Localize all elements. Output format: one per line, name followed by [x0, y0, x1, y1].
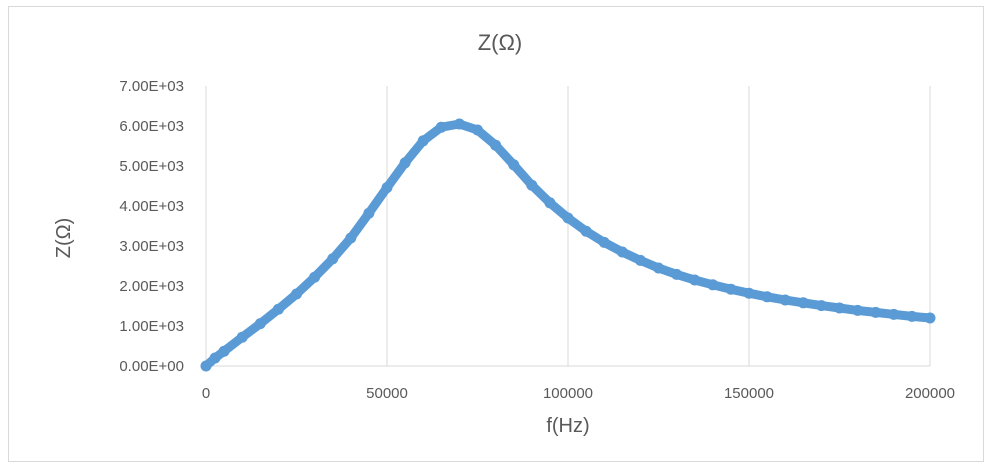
data-point [598, 236, 610, 248]
y-axis-title: Z(Ω) [53, 218, 75, 259]
data-point [653, 262, 664, 274]
data-point [472, 124, 483, 136]
x-tick-labels: 0 50000 100000 150000 200000 [202, 385, 955, 402]
data-point [580, 225, 592, 237]
y-tick-labels: 0.00E+00 1.00E+03 2.00E+03 3.00E+03 4.00E+03… [119, 78, 184, 375]
data-point [291, 288, 302, 300]
y-tick-label: 7.00E+03 [119, 78, 184, 95]
data-point [363, 207, 375, 219]
data-point [218, 345, 230, 357]
data-point [634, 254, 646, 266]
data-point [924, 312, 936, 324]
data-point [309, 271, 321, 283]
data-point [689, 274, 701, 286]
data-point [490, 139, 502, 151]
data-point [797, 297, 809, 309]
data-point [544, 197, 556, 209]
data-point [399, 157, 411, 169]
data-point [870, 306, 882, 318]
data-point [453, 118, 465, 130]
data-point [236, 331, 248, 343]
data-point [381, 182, 393, 194]
data-point [906, 310, 918, 322]
y-tick-label: 5.00E+03 [119, 158, 184, 175]
data-point [526, 179, 538, 191]
data-point [345, 232, 357, 244]
data-point [209, 352, 221, 364]
axes [205, 86, 930, 367]
y-tick-label: 0.00E+00 [119, 358, 184, 375]
data-point [327, 253, 339, 265]
data-point [888, 308, 900, 320]
y-tick-label: 1.00E+03 [119, 318, 184, 335]
data-point [200, 360, 212, 372]
x-tick-label: 100000 [543, 385, 593, 402]
x-tick-label: 150000 [724, 385, 774, 402]
data-point [761, 291, 773, 303]
x-tick-label: 200000 [905, 385, 955, 402]
data-point [254, 318, 266, 330]
y-tick-label: 3.00E+03 [119, 238, 184, 255]
data-point [852, 304, 864, 316]
data-point [562, 212, 574, 224]
data-point [815, 300, 827, 312]
data-point [417, 135, 429, 147]
y-tick-label: 2.00E+03 [119, 278, 184, 295]
data-point [725, 283, 737, 295]
data-point [779, 294, 791, 306]
x-tick-label: 50000 [366, 385, 408, 402]
data-point [508, 159, 520, 171]
data-series [200, 118, 936, 372]
y-tick-label: 6.00E+03 [119, 118, 184, 135]
data-point [707, 279, 719, 291]
x-axis-title: f(Hz) [546, 415, 589, 437]
data-point [272, 303, 284, 315]
data-point [834, 302, 845, 314]
grid-lines [386, 86, 931, 366]
data-point [743, 287, 755, 299]
data-point [616, 246, 628, 258]
chart-title: Z(Ω) [478, 30, 523, 55]
y-tick-label: 4.00E+03 [119, 198, 184, 215]
data-point [671, 268, 683, 280]
chart-frame [8, 6, 984, 462]
data-point [435, 121, 447, 133]
x-tick-label: 0 [202, 385, 210, 402]
